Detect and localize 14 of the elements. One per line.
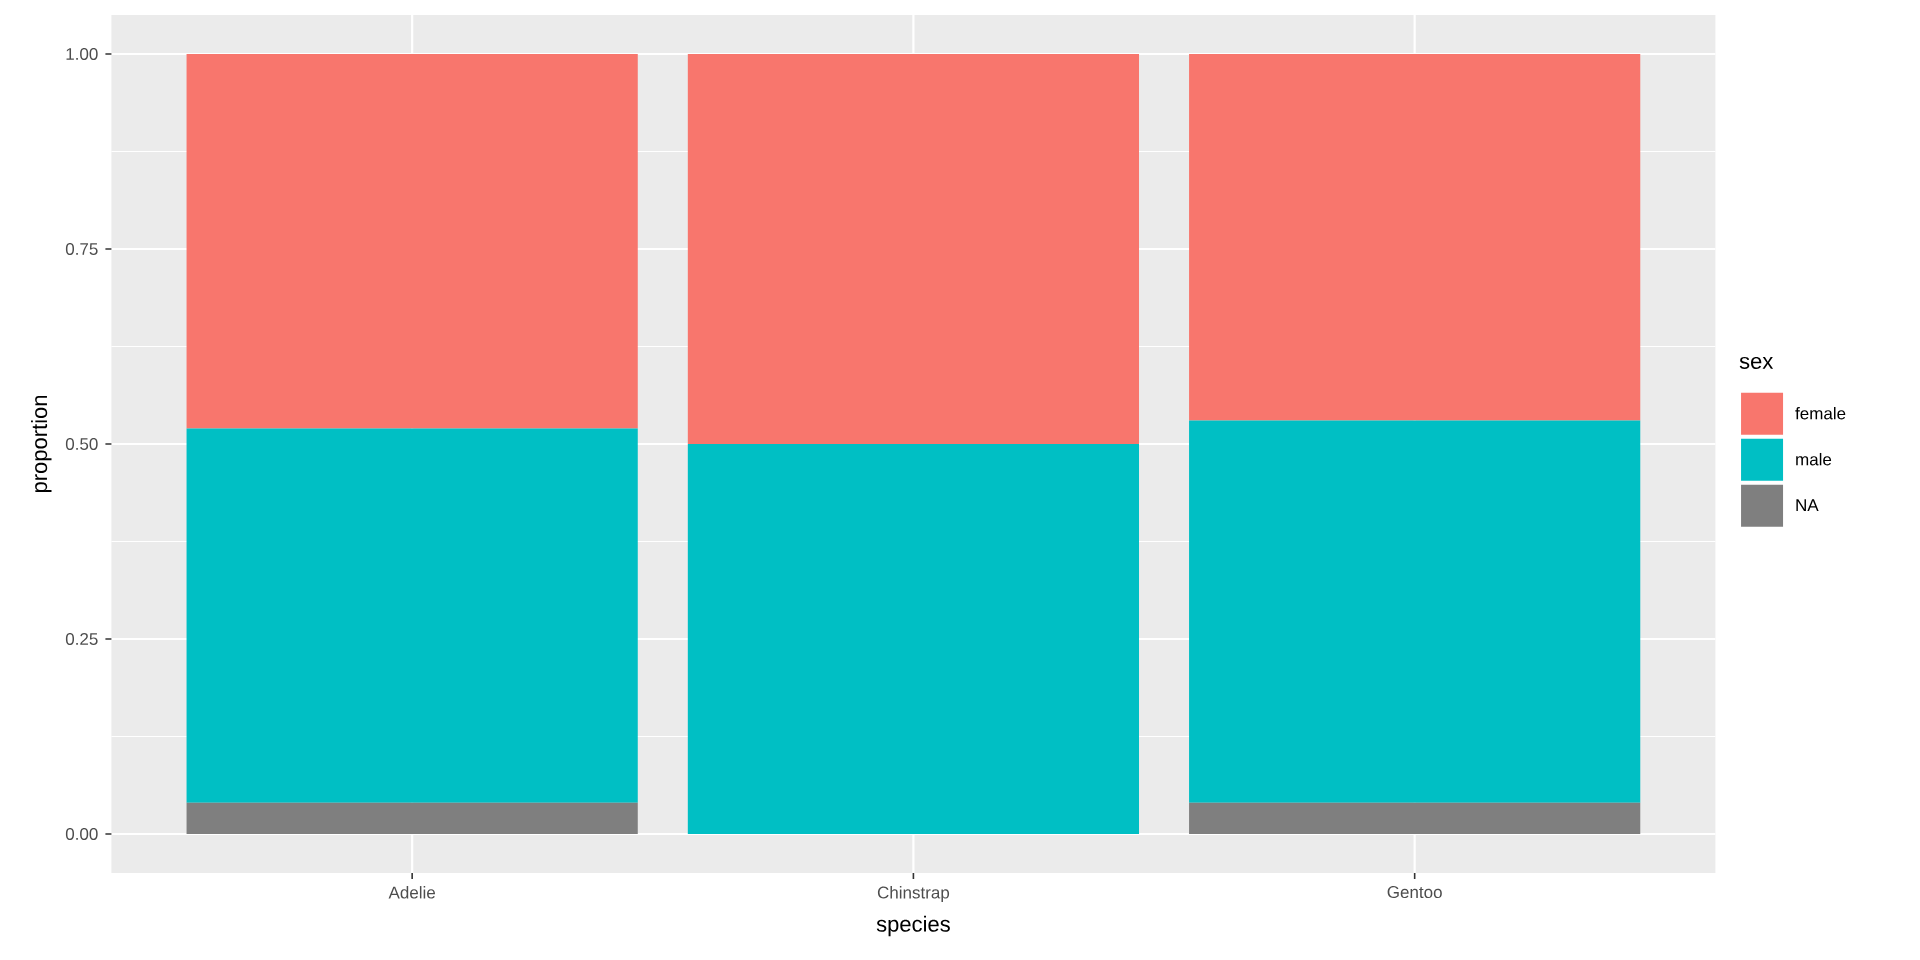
- text: male: [1796, 452, 1832, 466]
- text: female: [1795, 406, 1846, 420]
- x-tick-label: Adelie: [388, 886, 436, 899]
- x-tick-label: Chinstrap: [877, 886, 950, 902]
- y-tick-label: 1.00: [66, 47, 98, 60]
- y-tick-label: 0.25: [65, 632, 98, 646]
- y-axis-title: proportion: [31, 395, 52, 493]
- text: NA: [1796, 499, 1819, 511]
- y-tick-label: 0.00: [65, 828, 98, 841]
- legend-title: sex: [1739, 356, 1774, 369]
- y-tick-label: 0.50: [65, 437, 98, 451]
- x-tick-label: Gentoo: [1387, 886, 1442, 899]
- x-axis-title: species: [876, 915, 950, 937]
- y-tick-label: 0.75: [65, 242, 98, 256]
